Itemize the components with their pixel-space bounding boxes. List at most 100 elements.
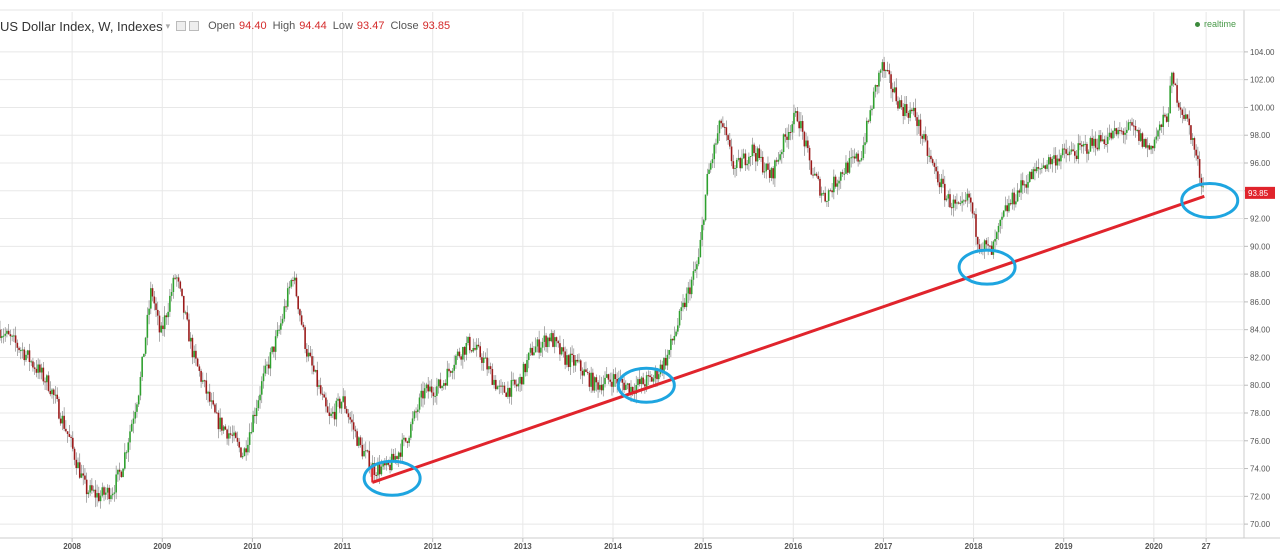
candle-down [217, 412, 220, 430]
candle-down [361, 444, 364, 457]
candle-down [1080, 144, 1083, 147]
candle-down [14, 335, 17, 343]
candle-up [1162, 114, 1165, 127]
candle-down [234, 432, 237, 438]
candle-up [770, 168, 773, 178]
y-tick-label: 80.00 [1250, 381, 1271, 390]
candle-up [1053, 155, 1055, 159]
candle-up [0, 336, 3, 338]
candle-up [533, 352, 535, 356]
candle-up [1098, 135, 1100, 150]
candle-down [1160, 124, 1163, 127]
candle-up [1032, 169, 1034, 180]
candle-down [727, 135, 729, 140]
candle-down [427, 384, 429, 392]
candle-up [87, 492, 90, 495]
candle-down [1018, 190, 1021, 193]
candle-down [78, 462, 81, 478]
candle-up [318, 385, 320, 387]
candle-up [1039, 168, 1041, 170]
candle-up [673, 335, 676, 341]
candle-down [1079, 143, 1081, 145]
candle-down [1190, 125, 1192, 140]
candle-up [583, 369, 586, 376]
candle-down [588, 372, 591, 387]
candle-up [89, 485, 91, 493]
candle-up [748, 156, 750, 164]
candle-down [323, 394, 325, 398]
candle-up [453, 364, 455, 371]
x-tick-label: 2008 [63, 542, 81, 551]
candle-down [921, 135, 924, 139]
candle-down [165, 315, 168, 318]
candle-down [214, 404, 216, 413]
candle-up [865, 120, 868, 143]
candle-down [768, 169, 771, 178]
candle-down [1148, 145, 1151, 150]
candle-down [430, 386, 433, 393]
candle-up [1002, 210, 1005, 217]
candle-up [1155, 136, 1158, 140]
candle-up [999, 219, 1002, 226]
candle-up [966, 193, 969, 201]
candle-down [354, 429, 357, 432]
candle-up [104, 492, 107, 495]
candle-down [151, 288, 154, 297]
candle-down [891, 88, 894, 93]
candle-down [458, 351, 461, 357]
candle-down [957, 202, 960, 204]
candle-up [1113, 128, 1116, 131]
candle-up [465, 342, 468, 355]
candle-up [92, 489, 95, 491]
candle-down [18, 347, 20, 351]
candle-down [1021, 180, 1024, 186]
candle-down [753, 144, 755, 154]
candle-down [470, 350, 473, 352]
candle-down [368, 450, 371, 469]
candle-down [505, 392, 507, 397]
candle-down [39, 364, 41, 373]
candle-down [245, 448, 247, 453]
candle-up [1051, 158, 1054, 165]
candle-up [314, 370, 317, 372]
candle-up [1068, 151, 1071, 156]
candle-up [1101, 139, 1104, 142]
y-tick-label: 78.00 [1250, 409, 1271, 418]
candle-down [70, 436, 72, 438]
settings-box-icon[interactable] [189, 21, 200, 31]
candle-up [845, 162, 847, 174]
candle-up [822, 192, 825, 194]
candle-up [697, 257, 700, 265]
candle-up [222, 426, 225, 431]
highlight-ellipse [1180, 182, 1240, 219]
candle-down [545, 335, 547, 348]
candle-down [321, 393, 324, 395]
candle-up [1124, 132, 1126, 135]
chevron-down-icon[interactable]: ▾ [165, 20, 171, 31]
candle-up [800, 121, 802, 129]
candle-down [1122, 131, 1125, 135]
candle-down [943, 183, 946, 201]
candle-up [25, 354, 27, 361]
candle-down [973, 213, 976, 215]
candle-down [1094, 138, 1097, 148]
toggle-box-icon[interactable] [176, 21, 187, 31]
candle-down [16, 342, 19, 348]
highlight-ellipse [616, 366, 676, 404]
candle-up [709, 163, 712, 170]
candle-down [815, 173, 818, 176]
candle-down [118, 469, 121, 472]
candle-up [997, 225, 1000, 233]
candle-up [418, 397, 421, 410]
candle-up [106, 487, 109, 493]
candle-up [1082, 144, 1085, 147]
candle-down [94, 489, 97, 498]
candle-down [84, 475, 86, 480]
candle-down [1037, 167, 1040, 169]
candle-up [751, 144, 754, 157]
candle-down [930, 155, 932, 160]
candle-up [820, 193, 823, 196]
candle-down [810, 160, 813, 175]
high-value: 94.44 [299, 20, 327, 32]
candle-down [98, 493, 100, 502]
